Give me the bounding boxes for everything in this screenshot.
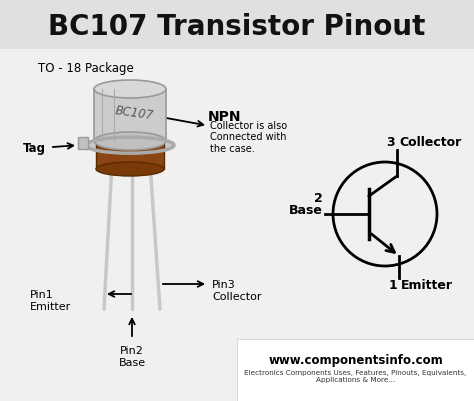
Ellipse shape: [96, 162, 164, 176]
Text: 2: 2: [314, 192, 323, 205]
Ellipse shape: [86, 138, 174, 154]
Text: Pin1
Emitter: Pin1 Emitter: [30, 289, 71, 311]
Text: Collector is also
Connected with
the case.: Collector is also Connected with the cas…: [210, 120, 287, 154]
Text: TO - 18 Package: TO - 18 Package: [38, 62, 134, 75]
Text: Base: Base: [289, 203, 323, 217]
FancyBboxPatch shape: [78, 138, 88, 150]
Ellipse shape: [94, 133, 166, 151]
Text: NPN: NPN: [208, 110, 241, 124]
Text: Electronics Components Uses, Features, Pinouts, Equivalents,
Applications & More: Electronics Components Uses, Features, P…: [245, 369, 466, 382]
Text: 3: 3: [386, 136, 395, 149]
Text: Collector: Collector: [399, 136, 461, 149]
Text: Tag: Tag: [23, 141, 46, 154]
Text: 1: 1: [388, 278, 397, 291]
Text: BC107 Transistor Pinout: BC107 Transistor Pinout: [48, 13, 426, 41]
Bar: [0, 0, 474, 50]
Text: Emitter: Emitter: [401, 278, 453, 291]
Bar: [94, 90, 166, 142]
Ellipse shape: [94, 81, 166, 99]
Text: Pin2
Base: Pin2 Base: [118, 345, 146, 367]
Text: Pin3
Collector: Pin3 Collector: [212, 279, 262, 301]
Bar: [96, 142, 164, 170]
Text: www.componentsinfo.com: www.componentsinfo.com: [268, 353, 443, 366]
Bar: [237, 339, 474, 401]
Text: BC107: BC107: [114, 104, 154, 122]
